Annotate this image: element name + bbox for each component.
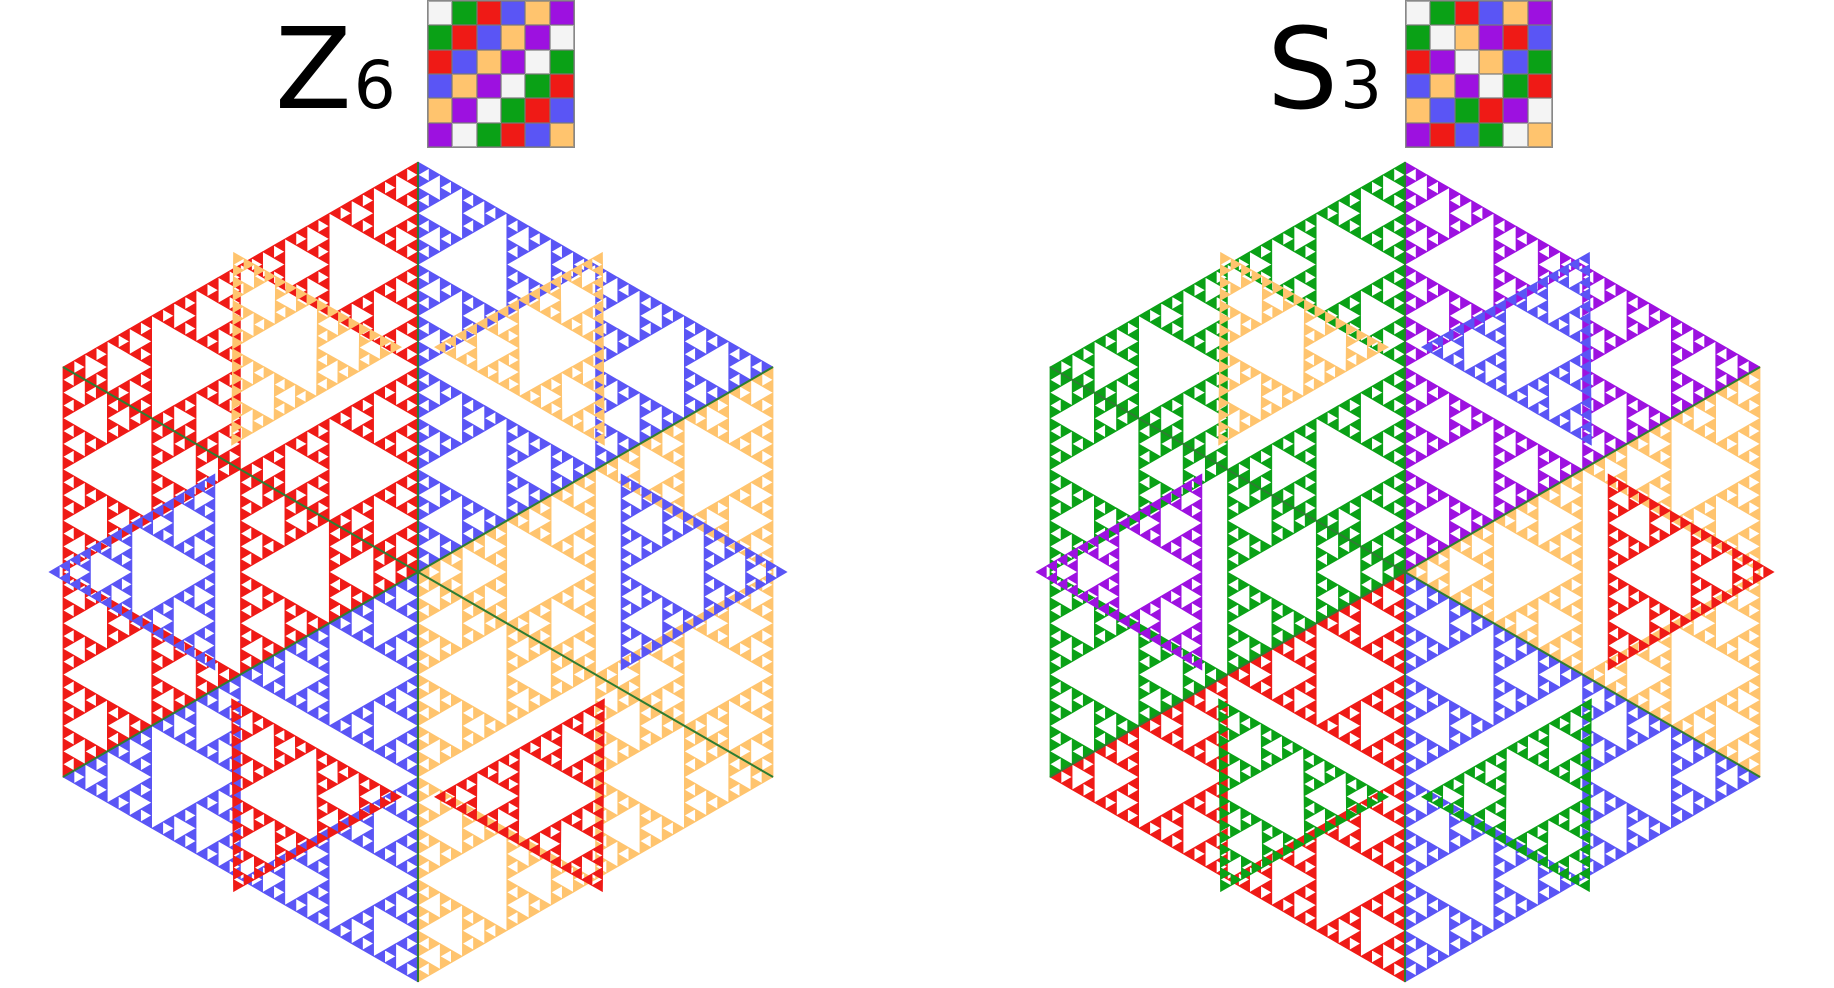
cayley-cell — [525, 123, 549, 147]
cayley-cell — [525, 74, 549, 98]
group-index: 6 — [354, 53, 396, 119]
cayley-cell — [1479, 123, 1503, 147]
s3-title: S 3 — [1267, 14, 1382, 134]
cayley-cell — [525, 25, 549, 49]
cayley-cell — [1503, 50, 1527, 74]
cayley-cell — [501, 98, 525, 122]
cayley-cell — [1430, 25, 1454, 49]
s3-panel: S 3 — [917, 0, 1834, 988]
cayley-cell — [477, 50, 501, 74]
cayley-cell — [550, 25, 574, 49]
cayley-cell — [1479, 25, 1503, 49]
cayley-cell — [1430, 1, 1454, 25]
cayley-cell — [550, 74, 574, 98]
cayley-cell — [452, 98, 476, 122]
cayley-cell — [550, 123, 574, 147]
cayley-cell — [1479, 50, 1503, 74]
s3-sierpinski-fractal — [917, 160, 1834, 988]
group-symbol: Z — [275, 14, 352, 126]
cayley-cell — [525, 50, 549, 74]
cayley-cell — [1528, 50, 1552, 74]
cayley-cell — [477, 98, 501, 122]
cayley-cell — [1479, 74, 1503, 98]
cayley-cell — [1406, 123, 1430, 147]
cayley-cell — [1528, 74, 1552, 98]
cayley-cell — [1430, 50, 1454, 74]
cayley-cell — [1430, 74, 1454, 98]
group-index: 3 — [1340, 53, 1382, 119]
cayley-cell — [1430, 123, 1454, 147]
z6-cayley-table — [427, 0, 575, 148]
cayley-cell — [452, 50, 476, 74]
cayley-cell — [1455, 25, 1479, 49]
cayley-cell — [428, 74, 452, 98]
cayley-cell — [501, 123, 525, 147]
cayley-cell — [1479, 1, 1503, 25]
cayley-cell — [452, 25, 476, 49]
cayley-cell — [477, 123, 501, 147]
cayley-cell — [1406, 74, 1430, 98]
group-symbol: S — [1267, 14, 1338, 126]
z6-sierpinski-fractal — [0, 160, 917, 988]
z6-title: Z 6 — [275, 14, 396, 134]
cayley-cell — [428, 25, 452, 49]
cayley-cell — [1503, 123, 1527, 147]
cayley-cell — [525, 1, 549, 25]
cayley-cell — [452, 1, 476, 25]
cayley-cell — [1406, 50, 1430, 74]
cayley-cell — [477, 74, 501, 98]
s3-cayley-table — [1405, 0, 1553, 148]
cayley-cell — [1455, 123, 1479, 147]
cayley-cell — [477, 1, 501, 25]
cayley-cell — [1455, 50, 1479, 74]
cayley-cell — [452, 123, 476, 147]
cayley-cell — [550, 1, 574, 25]
cayley-cell — [501, 74, 525, 98]
cayley-cell — [1503, 1, 1527, 25]
cayley-cell — [1455, 1, 1479, 25]
cayley-cell — [1503, 98, 1527, 122]
cayley-cell — [1406, 1, 1430, 25]
cayley-cell — [550, 98, 574, 122]
cayley-cell — [428, 123, 452, 147]
cayley-cell — [1455, 74, 1479, 98]
cayley-cell — [1503, 25, 1527, 49]
cayley-cell — [1528, 123, 1552, 147]
cayley-cell — [428, 1, 452, 25]
cayley-cell — [452, 74, 476, 98]
cayley-cell — [1406, 25, 1430, 49]
cayley-cell — [1528, 98, 1552, 122]
cayley-cell — [1430, 98, 1454, 122]
cayley-cell — [501, 50, 525, 74]
cayley-cell — [1528, 25, 1552, 49]
cayley-cell — [550, 50, 574, 74]
cayley-cell — [501, 1, 525, 25]
cayley-cell — [428, 50, 452, 74]
cayley-cell — [1528, 1, 1552, 25]
cayley-cell — [1455, 98, 1479, 122]
cayley-cell — [525, 98, 549, 122]
cayley-cell — [501, 25, 525, 49]
z6-panel: Z 6 — [0, 0, 917, 988]
cayley-cell — [1406, 98, 1430, 122]
cayley-cell — [477, 25, 501, 49]
cayley-cell — [428, 98, 452, 122]
cayley-cell — [1479, 98, 1503, 122]
cayley-cell — [1503, 74, 1527, 98]
